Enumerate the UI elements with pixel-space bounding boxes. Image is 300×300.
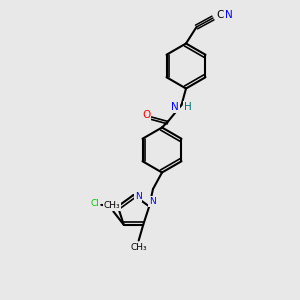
Text: N: N: [225, 10, 232, 20]
Text: C: C: [216, 10, 223, 20]
Text: N: N: [171, 102, 179, 112]
Text: N: N: [135, 192, 141, 201]
Text: CH₃: CH₃: [103, 201, 120, 210]
Text: Cl: Cl: [90, 199, 99, 208]
Text: H: H: [184, 102, 192, 112]
Text: CH₃: CH₃: [130, 242, 147, 251]
Text: O: O: [142, 110, 150, 121]
Text: N: N: [149, 197, 156, 206]
